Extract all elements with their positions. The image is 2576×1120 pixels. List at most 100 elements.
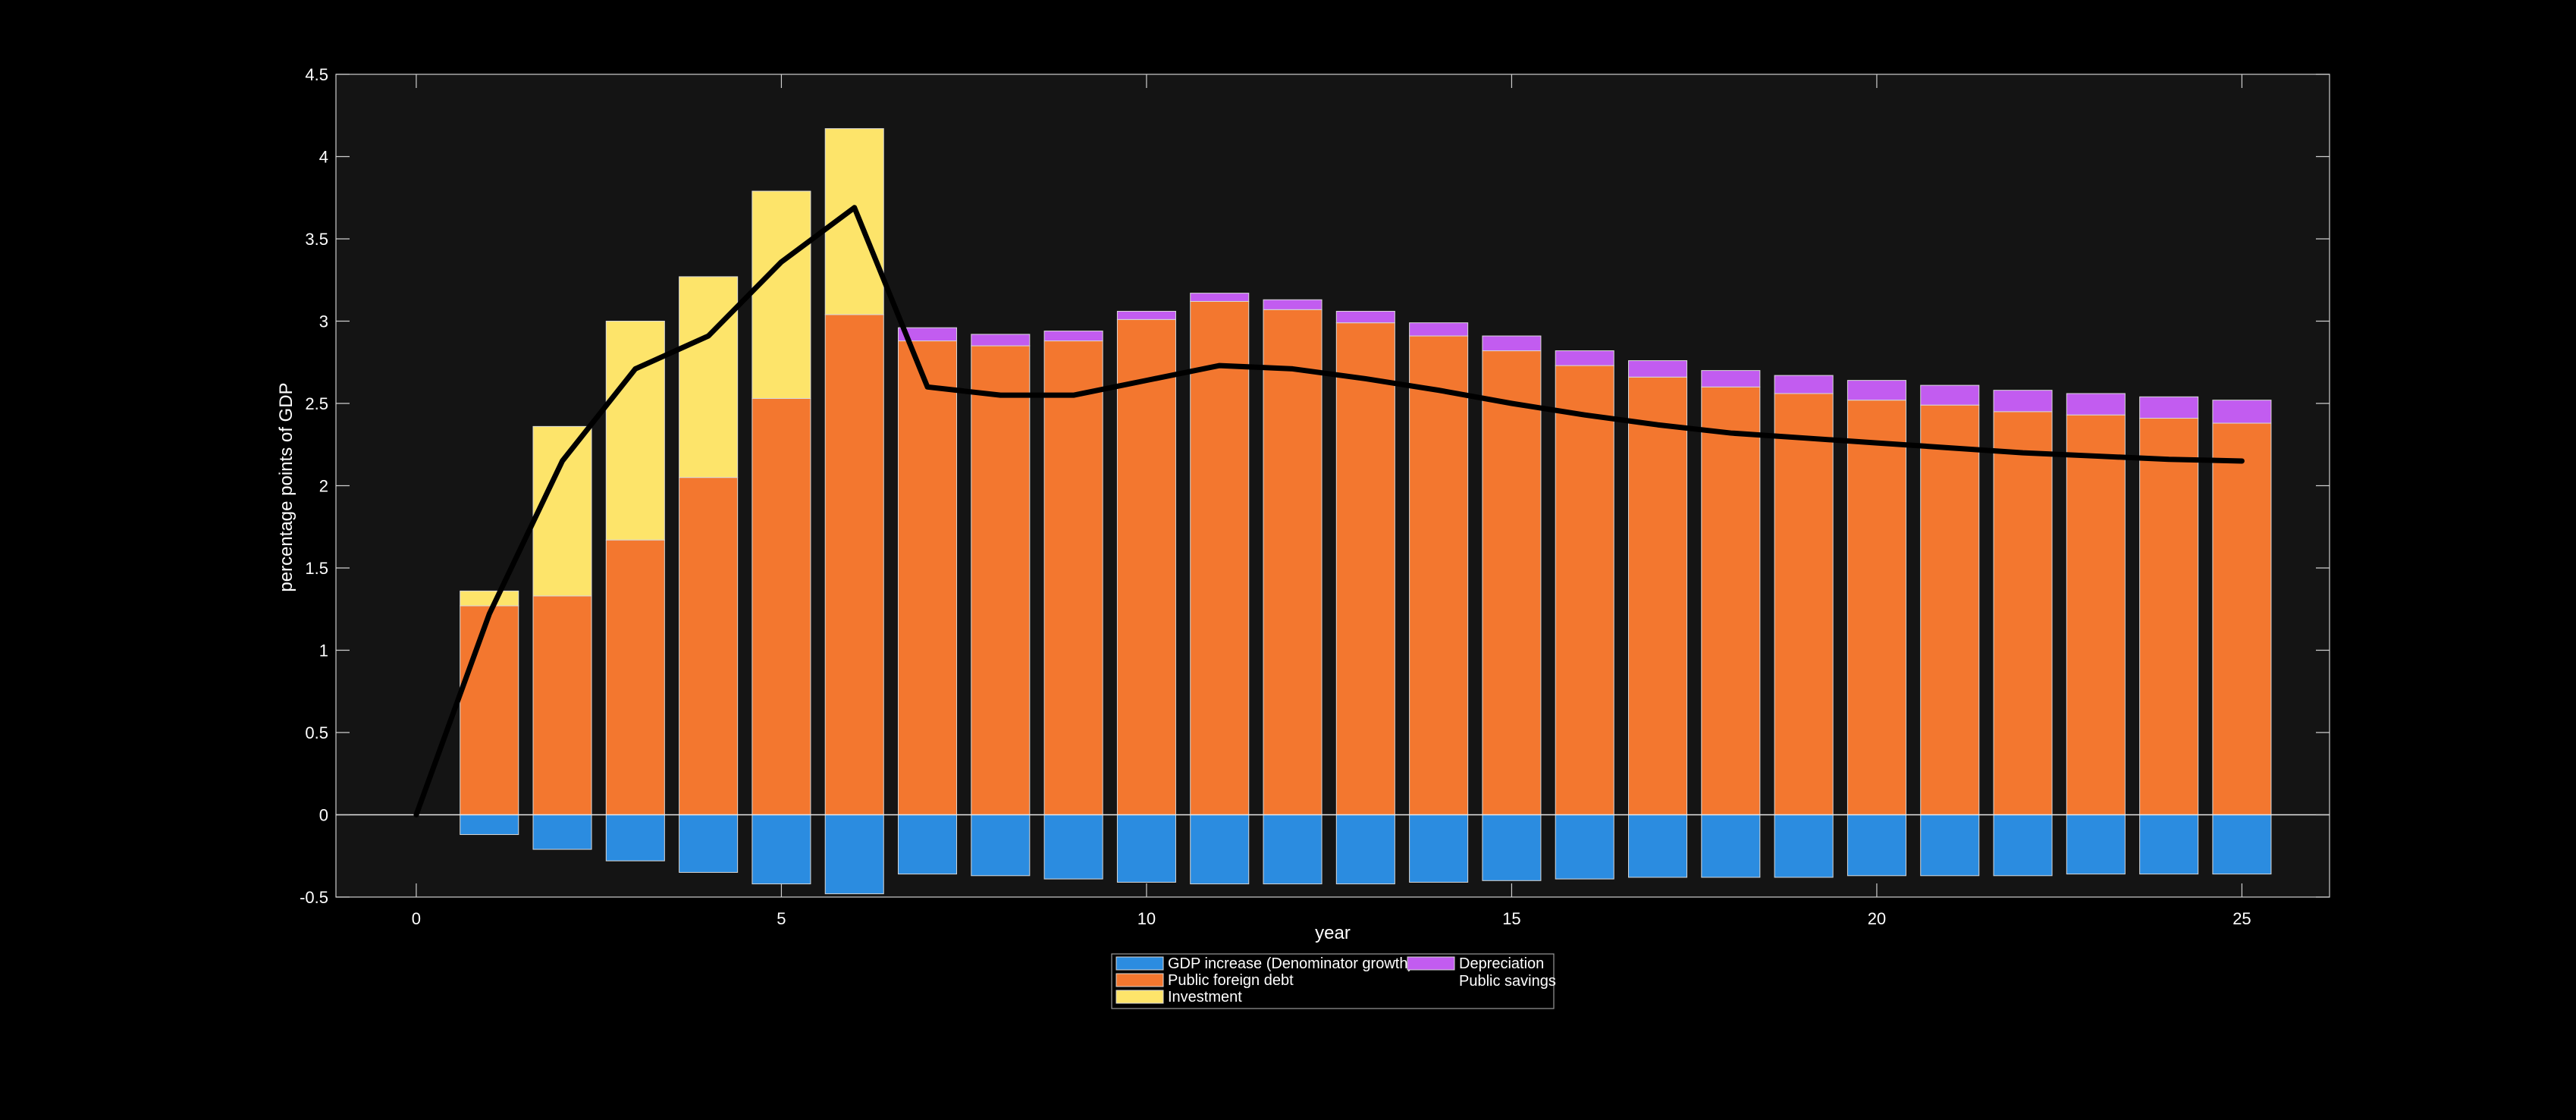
bar-gdp-increase-denominator-growth-year-20 <box>1846 814 1906 877</box>
y-axis-label: percentage points of GDP <box>276 382 297 591</box>
legend-swatch-public-foreign-debt <box>1115 973 1164 987</box>
bar-public-foreign-debt-year-23 <box>2066 414 2126 815</box>
bar-public-foreign-debt-year-5 <box>751 397 811 815</box>
bar-gdp-increase-denominator-growth-year-18 <box>1701 814 1761 878</box>
bar-public-foreign-debt-year-19 <box>1774 393 1834 815</box>
bar-public-foreign-debt-year-6 <box>824 314 884 815</box>
bar-investment-year-3 <box>605 321 665 541</box>
x-tick-label: 10 <box>1137 909 1156 928</box>
bar-depreciation-year-15 <box>1482 335 1542 352</box>
bar-depreciation-year-8 <box>971 334 1031 347</box>
bar-gdp-increase-denominator-growth-year-12 <box>1263 814 1323 885</box>
y-tick-label: 1 <box>319 642 328 660</box>
bar-depreciation-year-13 <box>1335 310 1395 324</box>
bar-public-foreign-debt-year-24 <box>2139 418 2199 815</box>
bar-investment-year-4 <box>679 276 739 478</box>
bar-public-foreign-debt-year-1 <box>460 605 519 815</box>
bar-depreciation-year-17 <box>1628 360 1688 378</box>
bar-gdp-increase-denominator-growth-year-5 <box>751 814 811 885</box>
bar-gdp-increase-denominator-growth-year-8 <box>971 814 1031 877</box>
bar-public-foreign-debt-year-10 <box>1116 318 1176 815</box>
legend-swatch-gdp-increase <box>1115 956 1164 971</box>
bar-public-foreign-debt-year-17 <box>1628 376 1688 815</box>
bar-public-foreign-debt-year-7 <box>898 340 958 816</box>
x-tick-label: 5 <box>777 909 786 928</box>
bar-public-foreign-debt-year-15 <box>1482 350 1542 815</box>
bar-public-foreign-debt-year-3 <box>605 539 665 815</box>
bar-gdp-increase-denominator-growth-year-15 <box>1482 814 1542 881</box>
bar-depreciation-year-19 <box>1774 375 1834 394</box>
bar-gdp-increase-denominator-growth-year-24 <box>2139 814 2199 875</box>
bar-gdp-increase-denominator-growth-year-25 <box>2212 814 2272 875</box>
bar-group <box>460 128 2272 895</box>
y-tick-label: 2.5 <box>305 394 328 413</box>
legend-swatch-depreciation <box>1407 956 1455 971</box>
y-tick-label: 1.5 <box>305 559 328 578</box>
legend-label-investment: Investment <box>1168 989 1242 1005</box>
y-tick-label: -0.5 <box>300 888 328 907</box>
bar-gdp-increase-denominator-growth-year-6 <box>824 814 884 895</box>
bar-investment-year-2 <box>532 425 592 597</box>
bar-gdp-increase-denominator-growth-year-22 <box>1993 814 2053 877</box>
bar-depreciation-year-22 <box>1993 390 2053 413</box>
legend: GDP increase (Denominator growth) Public… <box>1111 953 1556 1009</box>
bar-depreciation-year-9 <box>1043 331 1103 342</box>
x-tick-label: 20 <box>1868 909 1886 928</box>
bar-gdp-increase-denominator-growth-year-4 <box>679 814 739 873</box>
legend-box <box>1111 953 1555 1009</box>
bar-gdp-increase-denominator-growth-year-11 <box>1190 814 1250 885</box>
bar-investment-year-1 <box>460 590 519 607</box>
legend-label-public-foreign-debt: Public foreign debt <box>1168 972 1294 989</box>
bar-gdp-increase-denominator-growth-year-13 <box>1335 814 1395 885</box>
bar-investment-year-5 <box>751 190 811 399</box>
legend-label-depreciation: Depreciation <box>1459 955 1544 972</box>
bar-gdp-increase-denominator-growth-year-17 <box>1628 814 1688 878</box>
bar-public-foreign-debt-year-25 <box>2212 422 2272 815</box>
bar-public-foreign-debt-year-14 <box>1409 335 1469 815</box>
bar-depreciation-year-25 <box>2212 400 2272 424</box>
legend-label-public-savings: Public savings <box>1459 973 1556 990</box>
bar-gdp-increase-denominator-growth-year-9 <box>1043 814 1103 880</box>
bar-depreciation-year-23 <box>2066 393 2126 416</box>
bar-depreciation-year-20 <box>1846 380 1906 401</box>
y-tick-label: 4 <box>319 148 328 167</box>
bar-public-foreign-debt-year-18 <box>1701 386 1761 815</box>
bar-gdp-increase-denominator-growth-year-1 <box>460 814 519 836</box>
bar-depreciation-year-10 <box>1116 310 1176 320</box>
bar-depreciation-year-7 <box>898 327 958 342</box>
x-tick-label: 0 <box>412 909 421 928</box>
bar-public-foreign-debt-year-16 <box>1555 365 1614 815</box>
bar-public-foreign-debt-year-21 <box>1920 404 1980 815</box>
bar-depreciation-year-12 <box>1263 299 1323 310</box>
axis-ticks: -0.5 0 0.5 1 1.5 2 2.5 3 3.5 4 4.5 0 5 10 15 20 25 <box>300 65 2330 928</box>
legend-label-gdp-increase: GDP increase (Denominator growth) <box>1168 955 1413 972</box>
y-tick-label: 3.5 <box>305 230 328 249</box>
bar-gdp-increase-denominator-growth-year-10 <box>1116 814 1176 883</box>
bar-public-foreign-debt-year-4 <box>679 477 739 816</box>
bar-depreciation-year-24 <box>2139 396 2199 419</box>
bar-depreciation-year-18 <box>1701 370 1761 387</box>
x-axis-label: year <box>1315 923 1351 943</box>
bar-public-foreign-debt-year-12 <box>1263 309 1323 815</box>
bar-gdp-increase-denominator-growth-year-23 <box>2066 814 2126 875</box>
bar-public-foreign-debt-year-20 <box>1846 400 1906 815</box>
legend-swatch-investment <box>1115 990 1164 1004</box>
bar-public-foreign-debt-year-2 <box>532 595 592 815</box>
y-tick-label: 2 <box>319 477 328 496</box>
bar-gdp-increase-denominator-growth-year-2 <box>532 814 592 850</box>
bar-depreciation-year-14 <box>1409 322 1469 337</box>
x-tick-label: 15 <box>1502 909 1520 928</box>
bar-depreciation-year-21 <box>1920 384 1980 406</box>
bar-gdp-increase-denominator-growth-year-21 <box>1920 814 1980 877</box>
bar-public-foreign-debt-year-9 <box>1043 340 1103 816</box>
bar-public-foreign-debt-year-13 <box>1335 322 1395 816</box>
bar-depreciation-year-16 <box>1555 350 1614 366</box>
y-tick-label: 3 <box>319 312 328 331</box>
y-tick-label: 0.5 <box>305 723 328 742</box>
series-line-public-savings <box>413 205 2245 817</box>
bar-public-foreign-debt-year-22 <box>1993 411 2053 815</box>
bar-public-foreign-debt-year-8 <box>971 345 1031 815</box>
bar-gdp-increase-denominator-growth-year-7 <box>898 814 958 875</box>
y-tick-label: 4.5 <box>305 65 328 84</box>
